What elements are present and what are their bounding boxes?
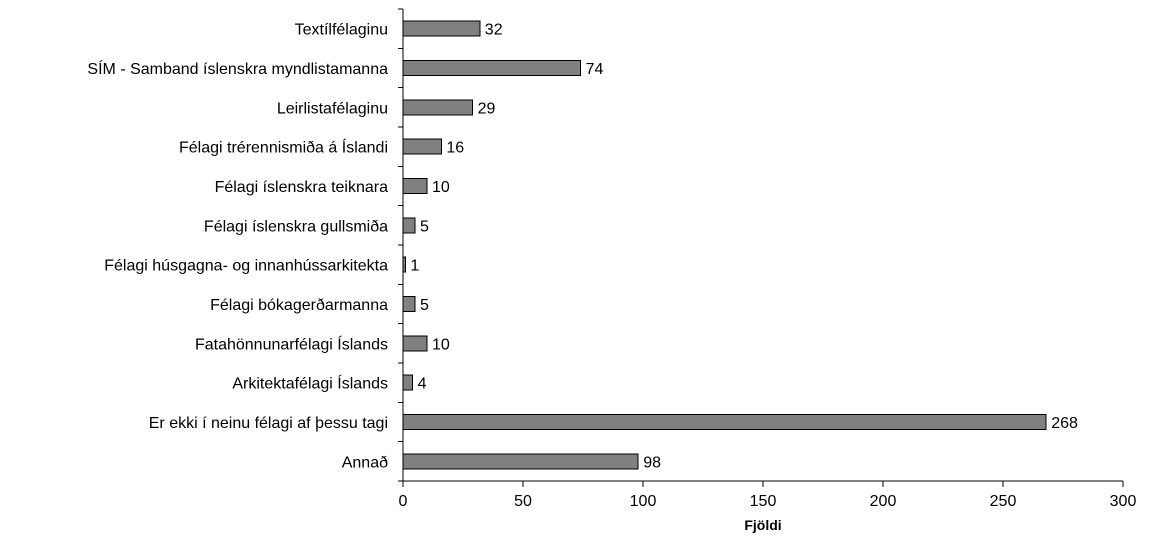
bar bbox=[402, 414, 1047, 430]
category-label: Leirlistafélaginu bbox=[277, 100, 388, 117]
value-label: 268 bbox=[1051, 415, 1078, 432]
bar bbox=[402, 99, 474, 116]
x-axis-title: Fjöldi bbox=[744, 517, 781, 533]
bar bbox=[402, 20, 481, 37]
value-label: 10 bbox=[432, 336, 450, 353]
bar bbox=[402, 217, 416, 234]
x-tick-label: 250 bbox=[990, 493, 1017, 510]
category-label: Félagi íslenskra teiknara bbox=[215, 179, 389, 196]
value-label: 5 bbox=[420, 297, 429, 314]
bars-layer bbox=[402, 20, 1047, 470]
category-label: Félagi trérennismiða á Íslandi bbox=[179, 138, 388, 157]
category-label: SÍM - Samband íslenskra myndlistamanna bbox=[87, 59, 388, 78]
value-label: 1 bbox=[410, 258, 419, 275]
value-label: 32 bbox=[485, 22, 503, 39]
value-label: 74 bbox=[586, 61, 604, 78]
value-label: 16 bbox=[446, 140, 464, 157]
bar bbox=[402, 178, 428, 194]
x-tick-label: 200 bbox=[870, 493, 897, 510]
category-label: Arkitektafélagi Íslands bbox=[232, 374, 388, 393]
x-tick-label: 100 bbox=[630, 493, 657, 510]
x-tick-label: 150 bbox=[750, 493, 777, 510]
value-label: 98 bbox=[643, 454, 661, 471]
category-label: Annað bbox=[342, 454, 388, 471]
labels-layer: Textílfélaginu 32 SÍM - Samband íslenskra … bbox=[87, 8, 1137, 510]
value-label: 4 bbox=[418, 376, 427, 393]
category-label: Félagi bókagerðarmanna bbox=[210, 297, 388, 314]
bar bbox=[402, 374, 414, 391]
value-label: 10 bbox=[432, 179, 450, 196]
category-label: Er ekki í neinu félagi af þessu tagi bbox=[149, 415, 388, 432]
category-label: Félagi húsgagna- og innanhússarkitekta bbox=[104, 258, 388, 275]
bar bbox=[402, 60, 582, 76]
value-label: 29 bbox=[478, 100, 496, 117]
category-label: Textílfélaginu bbox=[295, 22, 388, 39]
bar bbox=[402, 296, 416, 312]
category-label: Fatahönnunarfélagi Íslands bbox=[195, 334, 388, 353]
x-tick-label: 300 bbox=[1110, 493, 1137, 510]
bar bbox=[402, 453, 639, 470]
x-tick-label: 50 bbox=[514, 493, 532, 510]
axes-layer bbox=[402, 9, 1123, 482]
value-label: 5 bbox=[420, 218, 429, 235]
category-label: Félagi íslenskra gullsmiða bbox=[204, 218, 388, 235]
x-tick-label: 0 bbox=[399, 493, 408, 510]
bar bbox=[402, 335, 428, 352]
bar bbox=[402, 138, 442, 155]
